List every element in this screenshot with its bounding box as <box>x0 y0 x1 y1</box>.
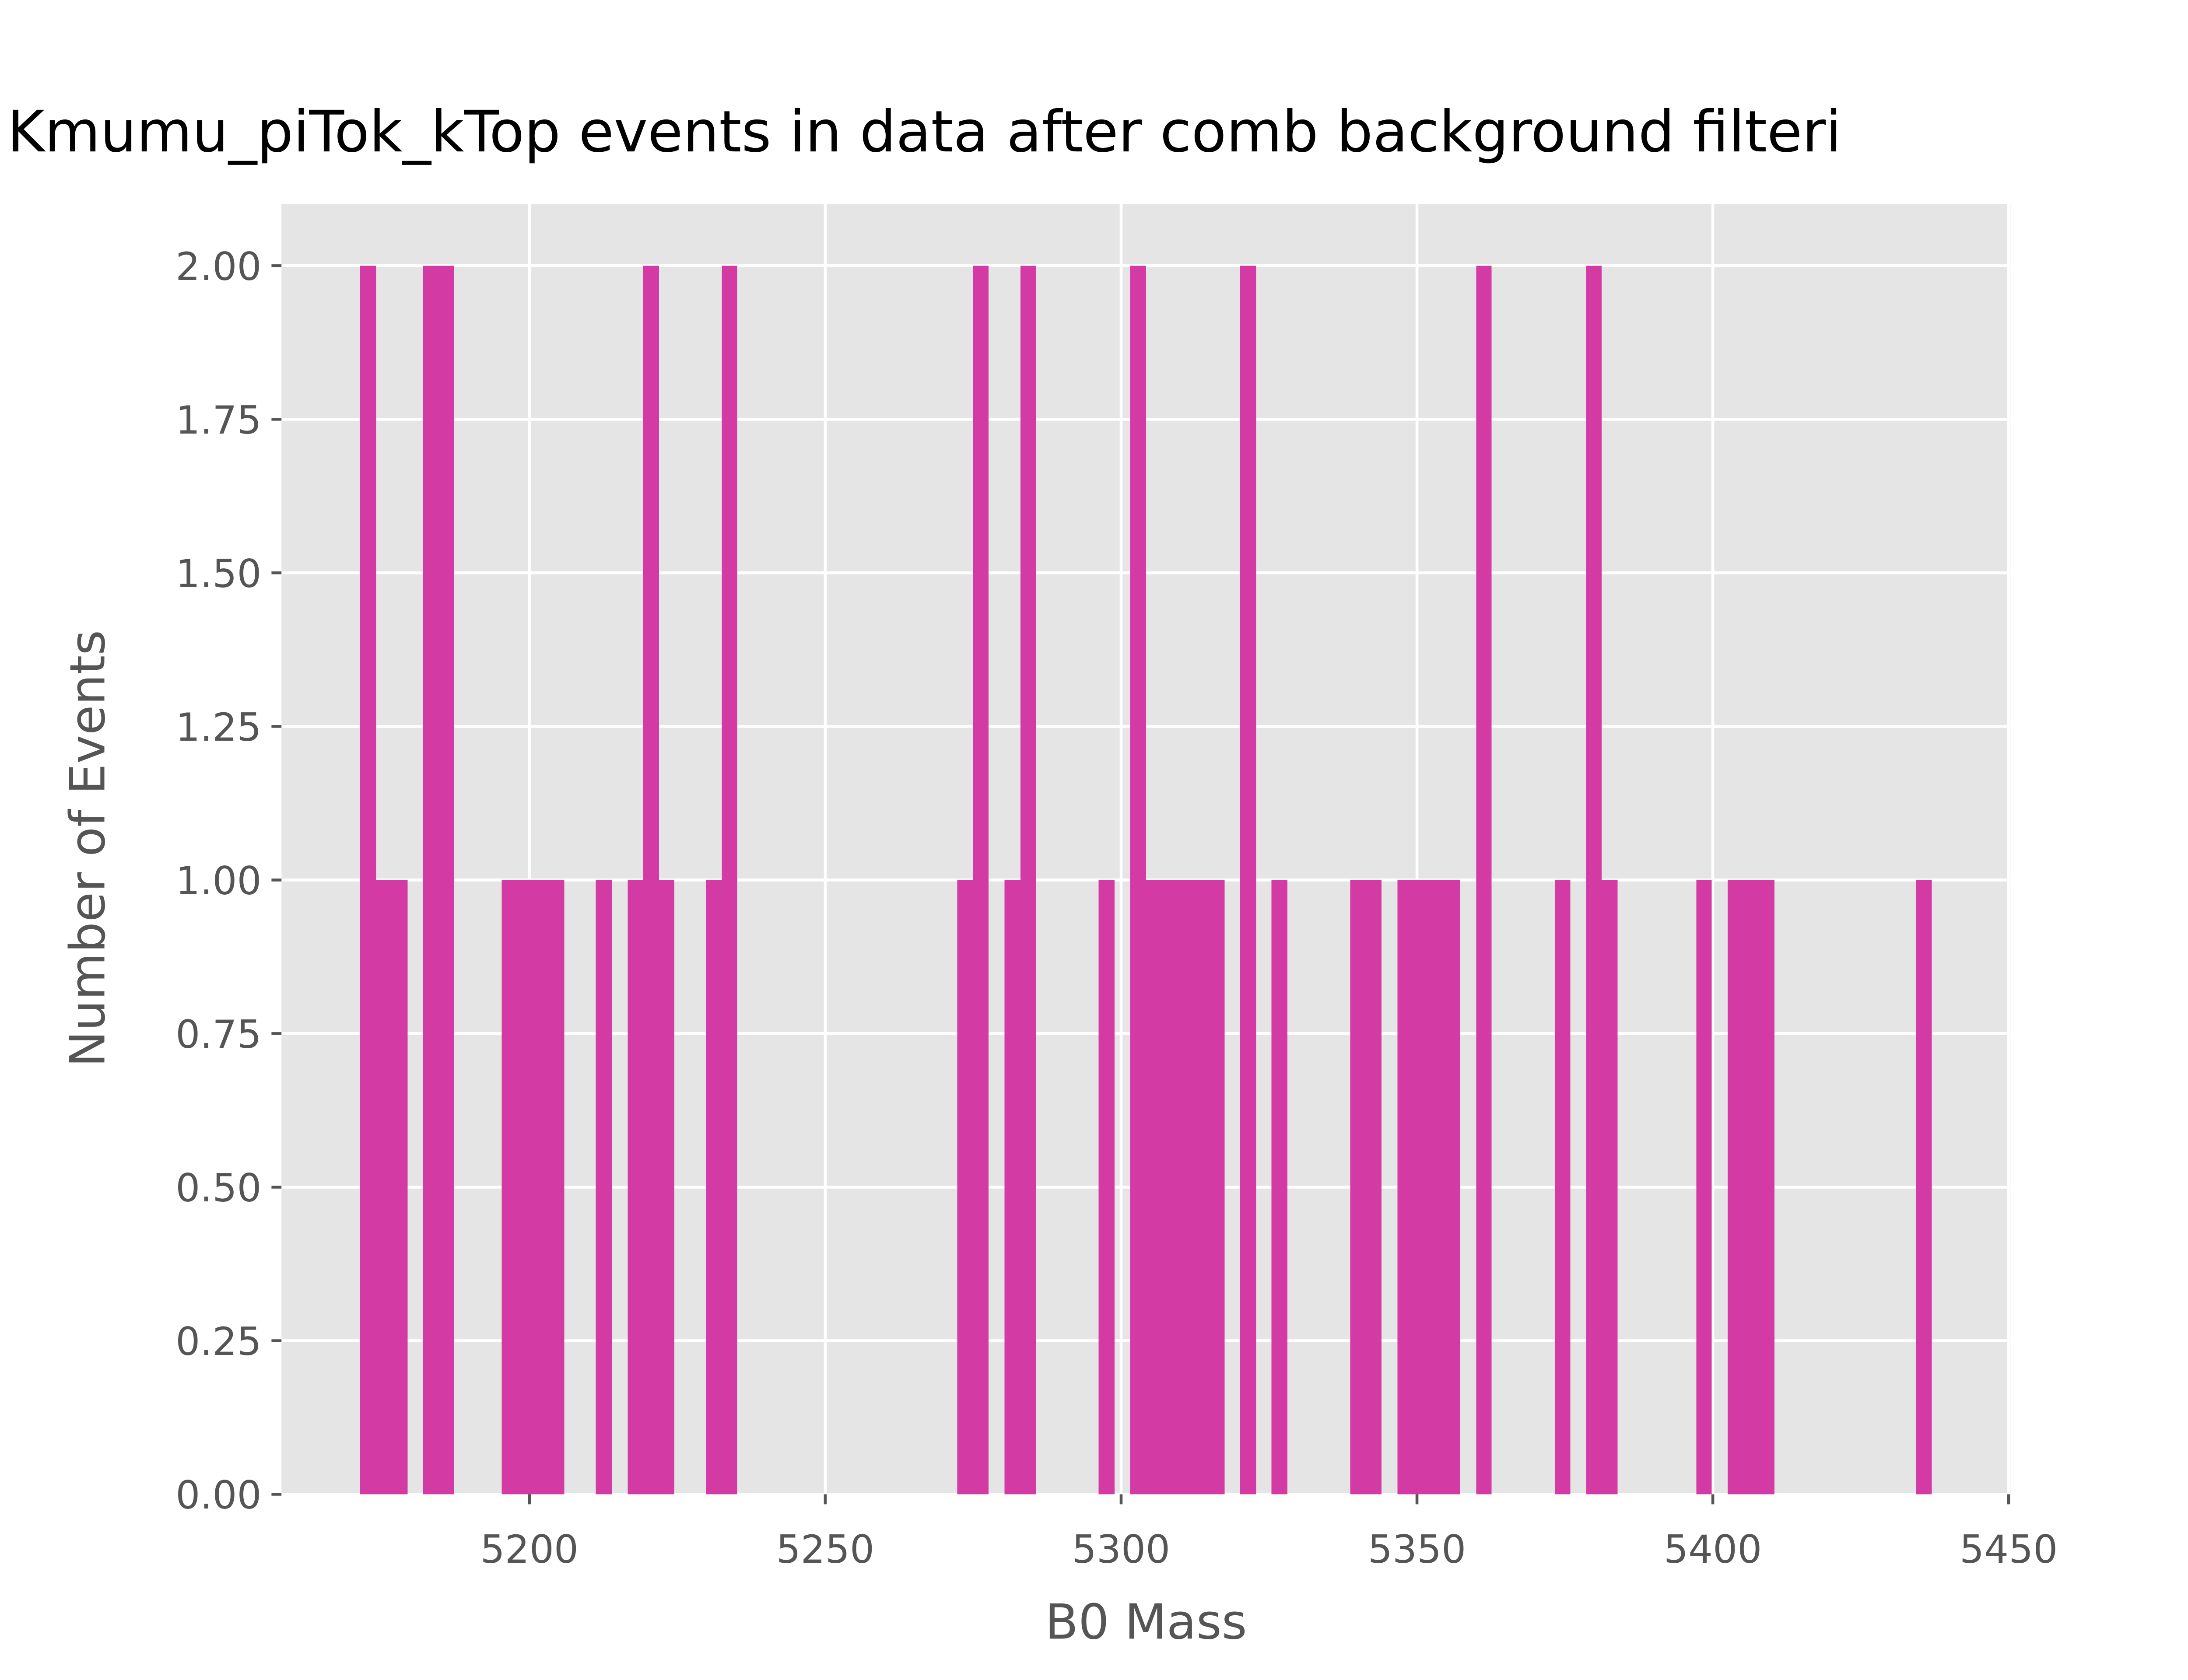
y-tick-label: 0.00 <box>175 1473 261 1518</box>
histogram-bar <box>643 266 659 1494</box>
x-tick-label: 5450 <box>1960 1527 2058 1572</box>
histogram-bar <box>1366 880 1382 1494</box>
x-tick-label: 5200 <box>480 1527 579 1572</box>
y-tick-label: 0.25 <box>175 1319 261 1364</box>
histogram-bar <box>1397 880 1413 1494</box>
histogram-bar <box>957 880 973 1494</box>
x-tick-label: 5250 <box>776 1527 874 1572</box>
x-tick-label: 5400 <box>1664 1527 1762 1572</box>
histogram-bar <box>1146 880 1162 1494</box>
y-tick-label: 0.50 <box>175 1166 261 1211</box>
histogram-bar <box>1586 266 1602 1494</box>
histogram-bar <box>1177 880 1193 1494</box>
histogram-bar <box>1696 880 1712 1494</box>
histogram-bar <box>1271 880 1287 1494</box>
histogram-bar <box>1445 880 1460 1494</box>
histogram-bar <box>517 880 533 1494</box>
histogram-bar <box>1020 266 1036 1494</box>
histogram-bar <box>1209 880 1225 1494</box>
histogram-bar <box>533 880 549 1494</box>
histogram-bar <box>1555 880 1571 1494</box>
histogram-bar <box>1350 880 1366 1494</box>
histogram-bar <box>1727 880 1743 1494</box>
histogram-bar <box>659 880 675 1494</box>
histogram-bar <box>1601 880 1618 1494</box>
histogram-bar <box>628 880 643 1494</box>
histogram-bar <box>1098 880 1115 1494</box>
histogram-bar <box>1130 266 1146 1494</box>
histogram-bar <box>1413 880 1429 1494</box>
histogram-bar <box>438 266 455 1494</box>
histogram-bar <box>1476 266 1492 1494</box>
x-axis-label: B0 Mass <box>1045 1594 1247 1650</box>
histogram-bar <box>1240 266 1256 1494</box>
histogram-bar <box>596 880 612 1494</box>
histogram-bar <box>973 266 989 1494</box>
histogram-bar <box>1743 880 1759 1494</box>
y-tick-label: 1.25 <box>175 705 261 750</box>
y-tick-label: 2.00 <box>175 244 261 289</box>
histogram-bar <box>423 266 439 1494</box>
histogram-bar <box>705 880 722 1494</box>
histogram-bar <box>391 880 408 1494</box>
histogram-bar <box>1162 880 1178 1494</box>
histogram-bar <box>722 266 737 1494</box>
y-tick-label: 0.75 <box>175 1012 261 1057</box>
histogram-bar <box>376 880 392 1494</box>
histogram-bar <box>360 266 376 1494</box>
y-axis-label: Number of Events <box>60 630 116 1067</box>
histogram-bar <box>1915 880 1932 1494</box>
axes: 0.00 0.25 0.50 0.75 1.00 1.25 1.50 1.75 2.00 5200… <box>175 244 2058 1572</box>
histogram-bar <box>501 880 518 1494</box>
y-tick-label: 1.50 <box>175 551 261 596</box>
histogram-bar <box>1759 880 1774 1494</box>
histogram-bar <box>1429 880 1445 1494</box>
y-tick-label: 1.00 <box>175 858 261 903</box>
chart-title: Kmumu_piTok_kTop events in data after co… <box>7 98 1841 165</box>
histogram-bar <box>1004 880 1021 1494</box>
x-tick-label: 5300 <box>1072 1527 1170 1572</box>
x-tick-label: 5350 <box>1368 1527 1466 1572</box>
bars <box>360 266 1932 1494</box>
histogram-bar <box>1193 880 1209 1494</box>
histogram-bar <box>549 880 565 1494</box>
y-tick-label: 1.75 <box>175 398 261 443</box>
